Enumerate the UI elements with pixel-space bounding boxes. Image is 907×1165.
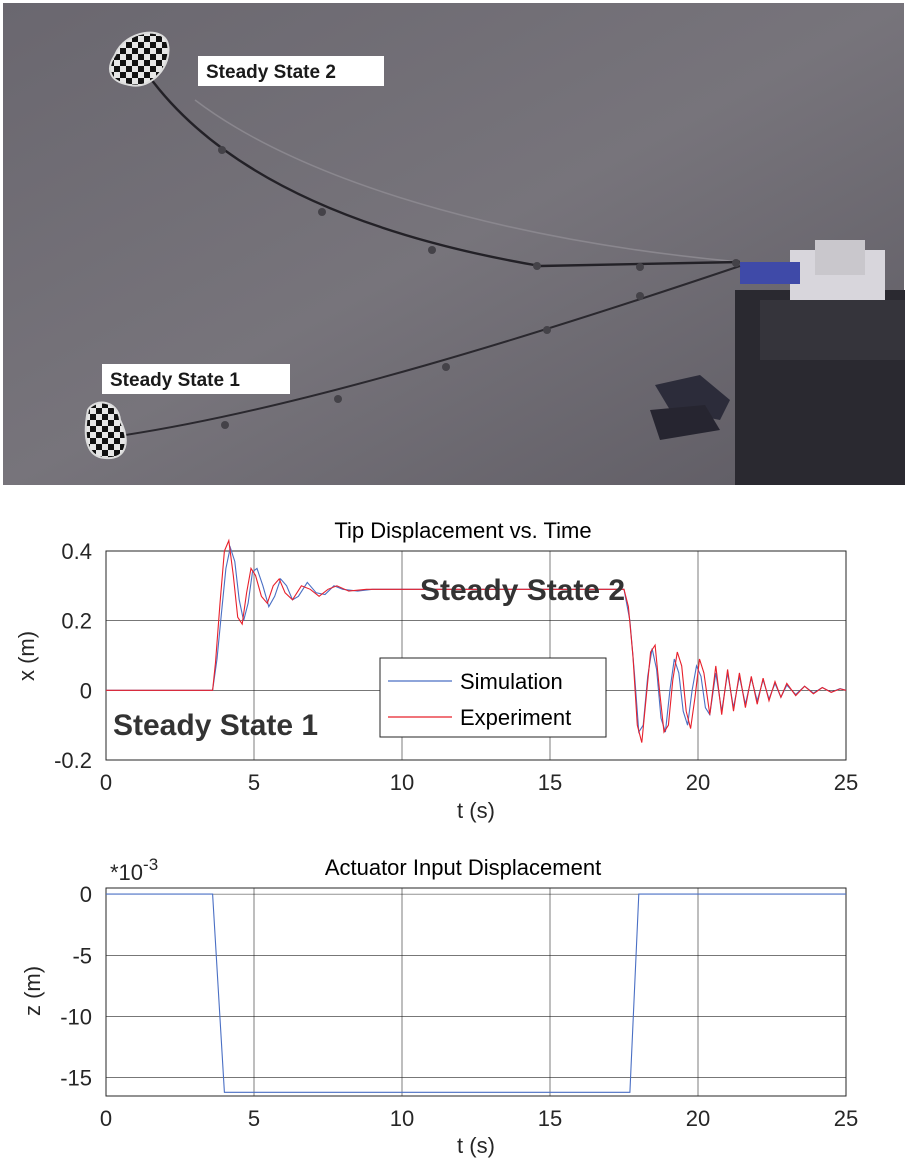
- chart1-xtick-2: 10: [390, 770, 414, 795]
- legend-label-experiment: Experiment: [460, 705, 571, 730]
- chart2-ytick-3: -15: [60, 1066, 92, 1091]
- experiment-photo: Steady State 2 Steady State 1: [3, 3, 905, 485]
- apparatus: [650, 240, 905, 485]
- chart2-title: Actuator Input Displacement: [325, 855, 601, 880]
- chart1-legend: Simulation Experiment: [379, 657, 607, 738]
- annotation-state-2: Steady State 2: [420, 574, 625, 607]
- chart2-xtick-2: 10: [390, 1106, 414, 1131]
- beam-beads: [218, 146, 740, 429]
- chart1-title: Tip Displacement vs. Time: [334, 518, 591, 543]
- tip-displacement-chart: Tip Displacement vs. Time 0 5 10 15 20 25 0.4…: [14, 518, 858, 823]
- chart2-xtick-3: 15: [538, 1106, 562, 1131]
- chart2-ytick-1: -5: [72, 943, 92, 968]
- label-state-2: Steady State 2: [206, 62, 336, 83]
- label-state-1: Steady State 1: [110, 370, 240, 391]
- actuator-input-chart: Actuator Input Displacement *10-3 0 5 10 15…: [20, 855, 858, 1158]
- chart2-scale-base: *10: [110, 860, 143, 885]
- label-box-state-2: [198, 56, 384, 86]
- chart1-ylabel: x (m): [14, 631, 39, 681]
- chart2-xtick-4: 20: [686, 1106, 710, 1131]
- chart1-ytick-2: 0: [80, 678, 92, 703]
- label-box-state-1: [102, 364, 290, 394]
- chart1-ytick-3: -0.2: [54, 748, 92, 773]
- chart2-xlabel: t (s): [457, 1133, 495, 1158]
- chart2-scale-label: *10-3: [110, 855, 158, 885]
- chart2-xtick-1: 5: [248, 1106, 260, 1131]
- chart1-xlabel: t (s): [457, 798, 495, 823]
- beam-state-1: [111, 265, 741, 438]
- chart1-xtick-3: 15: [538, 770, 562, 795]
- annotation-state-1: Steady State 1: [113, 709, 318, 742]
- chart2-ytick-0: 0: [80, 882, 92, 907]
- tip-marker-state-1: [84, 401, 127, 460]
- ghost-beam: [194, 99, 741, 263]
- chart1-ytick-0: 0.4: [61, 539, 92, 564]
- chart2-series-z-input: [106, 893, 846, 1093]
- chart2-xtick-5: 25: [834, 1106, 858, 1131]
- chart1-xtick-5: 25: [834, 770, 858, 795]
- chart1-xtick-0: 0: [100, 770, 112, 795]
- beam-state-2: [147, 74, 741, 268]
- chart2-plot-area: [105, 887, 847, 1097]
- chart2-ylabel: z (m): [20, 966, 45, 1016]
- chart2-ytick-2: -10: [60, 1004, 92, 1029]
- chart2-xtick-0: 0: [100, 1106, 112, 1131]
- chart1-series-experiment: [106, 538, 847, 743]
- tip-marker-state-2: [109, 31, 170, 87]
- chart1-xtick-1: 5: [248, 770, 260, 795]
- chart1-ytick-1: 0.2: [61, 609, 92, 634]
- chart2-scale-exp: -3: [143, 855, 158, 874]
- legend-label-simulation: Simulation: [460, 669, 563, 694]
- chart1-xtick-4: 20: [686, 770, 710, 795]
